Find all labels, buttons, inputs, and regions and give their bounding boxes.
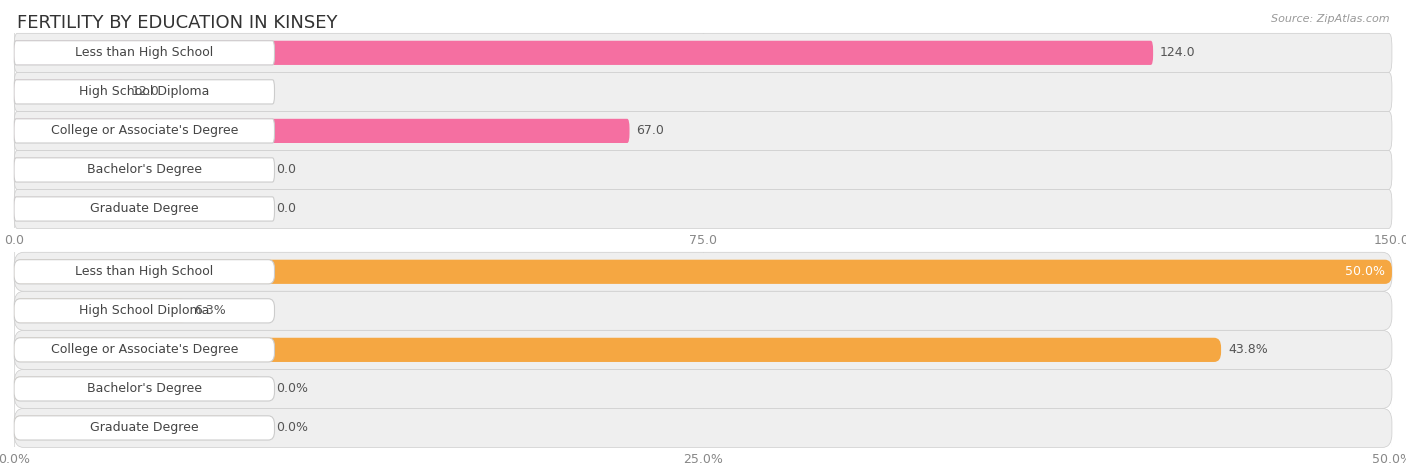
FancyBboxPatch shape: [14, 338, 274, 362]
FancyBboxPatch shape: [14, 299, 274, 323]
Text: 124.0: 124.0: [1160, 46, 1195, 60]
Text: FERTILITY BY EDUCATION IN KINSEY: FERTILITY BY EDUCATION IN KINSEY: [17, 14, 337, 32]
Text: Graduate Degree: Graduate Degree: [90, 421, 198, 435]
Text: High School Diploma: High School Diploma: [79, 85, 209, 99]
Text: College or Associate's Degree: College or Associate's Degree: [51, 124, 238, 138]
Text: 0.0%: 0.0%: [276, 382, 308, 396]
FancyBboxPatch shape: [14, 260, 274, 284]
Text: 0.0: 0.0: [276, 202, 295, 216]
FancyBboxPatch shape: [14, 377, 262, 401]
Text: Bachelor's Degree: Bachelor's Degree: [87, 382, 202, 396]
FancyBboxPatch shape: [14, 197, 274, 221]
Text: 67.0: 67.0: [637, 124, 664, 138]
Text: Bachelor's Degree: Bachelor's Degree: [87, 163, 202, 177]
Text: 50.0%: 50.0%: [1346, 265, 1385, 278]
FancyBboxPatch shape: [14, 189, 1392, 228]
Text: Less than High School: Less than High School: [75, 265, 214, 278]
FancyBboxPatch shape: [14, 150, 1392, 189]
FancyBboxPatch shape: [14, 111, 1392, 150]
Text: Graduate Degree: Graduate Degree: [90, 202, 198, 216]
FancyBboxPatch shape: [14, 299, 187, 323]
FancyBboxPatch shape: [14, 416, 262, 440]
Text: 0.0%: 0.0%: [276, 421, 308, 435]
FancyBboxPatch shape: [14, 330, 1392, 369]
FancyBboxPatch shape: [14, 291, 1392, 330]
Text: 6.3%: 6.3%: [194, 304, 226, 317]
FancyBboxPatch shape: [14, 119, 630, 143]
FancyBboxPatch shape: [14, 369, 1392, 408]
FancyBboxPatch shape: [14, 41, 274, 65]
FancyBboxPatch shape: [14, 408, 1392, 447]
FancyBboxPatch shape: [14, 260, 1392, 284]
FancyBboxPatch shape: [14, 119, 274, 143]
FancyBboxPatch shape: [14, 338, 1220, 362]
FancyBboxPatch shape: [14, 416, 274, 440]
FancyBboxPatch shape: [14, 41, 1153, 65]
FancyBboxPatch shape: [14, 80, 274, 104]
FancyBboxPatch shape: [14, 72, 1392, 111]
Text: Source: ZipAtlas.com: Source: ZipAtlas.com: [1271, 14, 1389, 24]
Text: 12.0: 12.0: [131, 85, 159, 99]
Text: 0.0: 0.0: [276, 163, 295, 177]
FancyBboxPatch shape: [14, 33, 1392, 72]
Text: Less than High School: Less than High School: [75, 46, 214, 60]
FancyBboxPatch shape: [14, 252, 1392, 291]
Text: 43.8%: 43.8%: [1227, 343, 1268, 357]
FancyBboxPatch shape: [14, 158, 262, 182]
FancyBboxPatch shape: [14, 80, 124, 104]
FancyBboxPatch shape: [14, 377, 274, 401]
FancyBboxPatch shape: [14, 197, 262, 221]
Text: High School Diploma: High School Diploma: [79, 304, 209, 317]
FancyBboxPatch shape: [14, 158, 274, 182]
Text: College or Associate's Degree: College or Associate's Degree: [51, 343, 238, 357]
